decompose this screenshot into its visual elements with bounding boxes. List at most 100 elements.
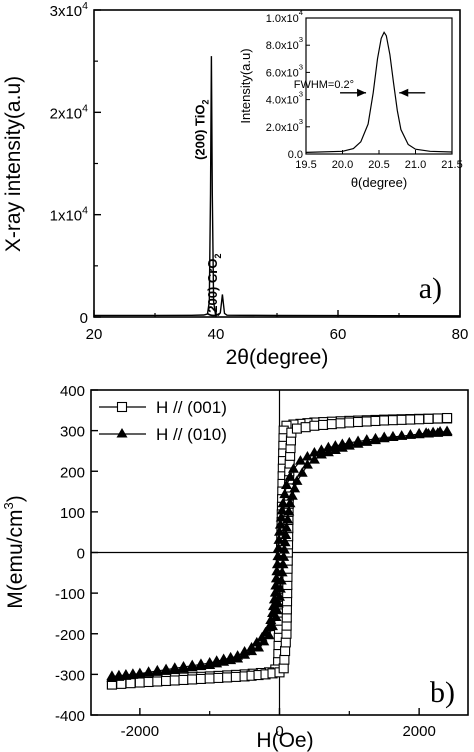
panel-a-xtick-label: 80 [452, 326, 469, 343]
data-point [277, 497, 289, 508]
data-point [280, 645, 291, 657]
data-point [125, 678, 136, 689]
inset-ticks: 19.5 20.0 20.5 21.0 21.50.02.0x1034.0x1036.0… [266, 8, 463, 171]
data-point [301, 459, 313, 469]
data-point [143, 667, 155, 677]
inset: 19.5 20.0 20.5 21.0 21.50.02.0x1034.0x1036.0… [238, 8, 463, 190]
data-point [274, 526, 285, 536]
data-point [222, 672, 233, 683]
inset-ytick-label-exp: 3 [299, 35, 303, 44]
data-point [396, 414, 407, 425]
inset-ytick-label: 1.0x104 [266, 8, 304, 25]
panel-b-label: b) [430, 676, 455, 709]
panel-b-ytick-label: 200 [60, 464, 85, 481]
data-point [378, 432, 390, 443]
inset-ytick-label-base: 8.0x10 [266, 40, 299, 52]
panel-b-frame [90, 389, 469, 716]
panel-a-ytick-label: 1x104 [50, 205, 89, 225]
data-point [282, 514, 294, 524]
data-point [278, 551, 290, 561]
panel-a-label: a) [419, 272, 442, 305]
inset-ytick-label-exp: 4 [299, 8, 304, 17]
panel-a-ytick-label: 0 [80, 310, 88, 327]
data-point [294, 455, 306, 465]
inset-ytick-label: 6.0x103 [266, 62, 303, 79]
panel-b-ylabel: M(emu/cm3) [1, 495, 27, 608]
hysteresis-series [106, 412, 453, 690]
data-point [286, 490, 298, 500]
data-point [432, 413, 443, 424]
inset-ytick-label-base: 6.0x10 [266, 67, 299, 79]
data-point [273, 534, 285, 544]
panel-b-ytick-label: 0 [77, 546, 85, 563]
data-point [178, 663, 190, 673]
data-point [258, 635, 270, 646]
panel-a-ytick-label-base: 2x10 [50, 105, 83, 122]
data-point [151, 666, 163, 676]
inset-xtick-label: 20.5 [368, 159, 389, 171]
panel-b-ytick-label: 300 [60, 424, 85, 441]
inset-ytick-label-exp: 3 [299, 117, 303, 126]
data-point [274, 583, 286, 593]
data-point [279, 488, 291, 499]
data-point [230, 671, 241, 682]
data-point [279, 654, 290, 665]
data-point [387, 415, 398, 426]
inset-xlabel: θ(degree) [351, 175, 407, 190]
data-point [246, 645, 258, 656]
data-point [239, 649, 251, 659]
panel-a-ytick-label-exp: 4 [82, 205, 88, 217]
panel-a-xtick-label: 40 [208, 326, 225, 343]
panel-b-xtick-label: 0 [275, 723, 283, 740]
data-point [276, 566, 288, 577]
data-point [280, 637, 291, 648]
data-point [274, 519, 286, 529]
inset-xtick-label: 20.0 [332, 159, 353, 171]
data-point [291, 475, 303, 485]
fwhm-label: FWHM=0.2° [294, 79, 354, 91]
peak-annotations: (200) TiO2(200) CrO2 [192, 100, 223, 318]
data-point [280, 522, 292, 532]
data-point [309, 420, 320, 431]
data-point [301, 451, 313, 461]
panel-a-ylabel: X-ray intensity(a.u) [2, 76, 25, 252]
panel-b-ticks: -2000 0 2000 -400 -300 -200 -100 0 100 200 300 400 [55, 383, 436, 740]
data-point [267, 620, 279, 631]
panel-b-ylabel-end: ) [4, 495, 27, 502]
panel-a-xlabel: 2θ(degree) [226, 346, 329, 369]
panel-b-ylabel-main: M(emu/cm [4, 510, 27, 609]
inset-ytick-label: 0.0 [288, 149, 303, 161]
data-point [352, 438, 364, 448]
legend-marker [116, 428, 128, 438]
peak-annotation-sub: 2 [213, 254, 223, 259]
data-point [405, 414, 416, 425]
data-point [275, 574, 287, 585]
panel-b-ytick-label: -300 [55, 667, 85, 684]
data-point [404, 429, 416, 439]
panel-b-ytick-label: -400 [55, 708, 85, 725]
data-point [275, 511, 287, 522]
peak-annotation-text: (200) CrO [205, 259, 220, 318]
data-point [232, 652, 244, 663]
data-point [161, 675, 172, 687]
data-point [253, 641, 265, 652]
data-point [335, 418, 346, 429]
data-point [387, 431, 399, 442]
fwhm-right-arrowhead [399, 88, 409, 97]
data-point [441, 425, 453, 435]
inset-ytick-label-base: 1.0x10 [266, 13, 299, 25]
peak-annotation-sub: 2 [200, 100, 210, 105]
inset-ytick-label-base: 2.0x10 [266, 122, 299, 134]
data-point [134, 668, 146, 678]
series-h-010 [106, 425, 453, 682]
panel-b-ytick-label: -100 [55, 586, 85, 603]
panel-a-ytick-label-base: 0 [80, 310, 88, 327]
data-point [283, 505, 295, 516]
data-point [134, 677, 145, 688]
peak-annotation: (200) TiO2 [192, 100, 210, 160]
data-point [263, 629, 275, 640]
data-point [442, 412, 453, 424]
